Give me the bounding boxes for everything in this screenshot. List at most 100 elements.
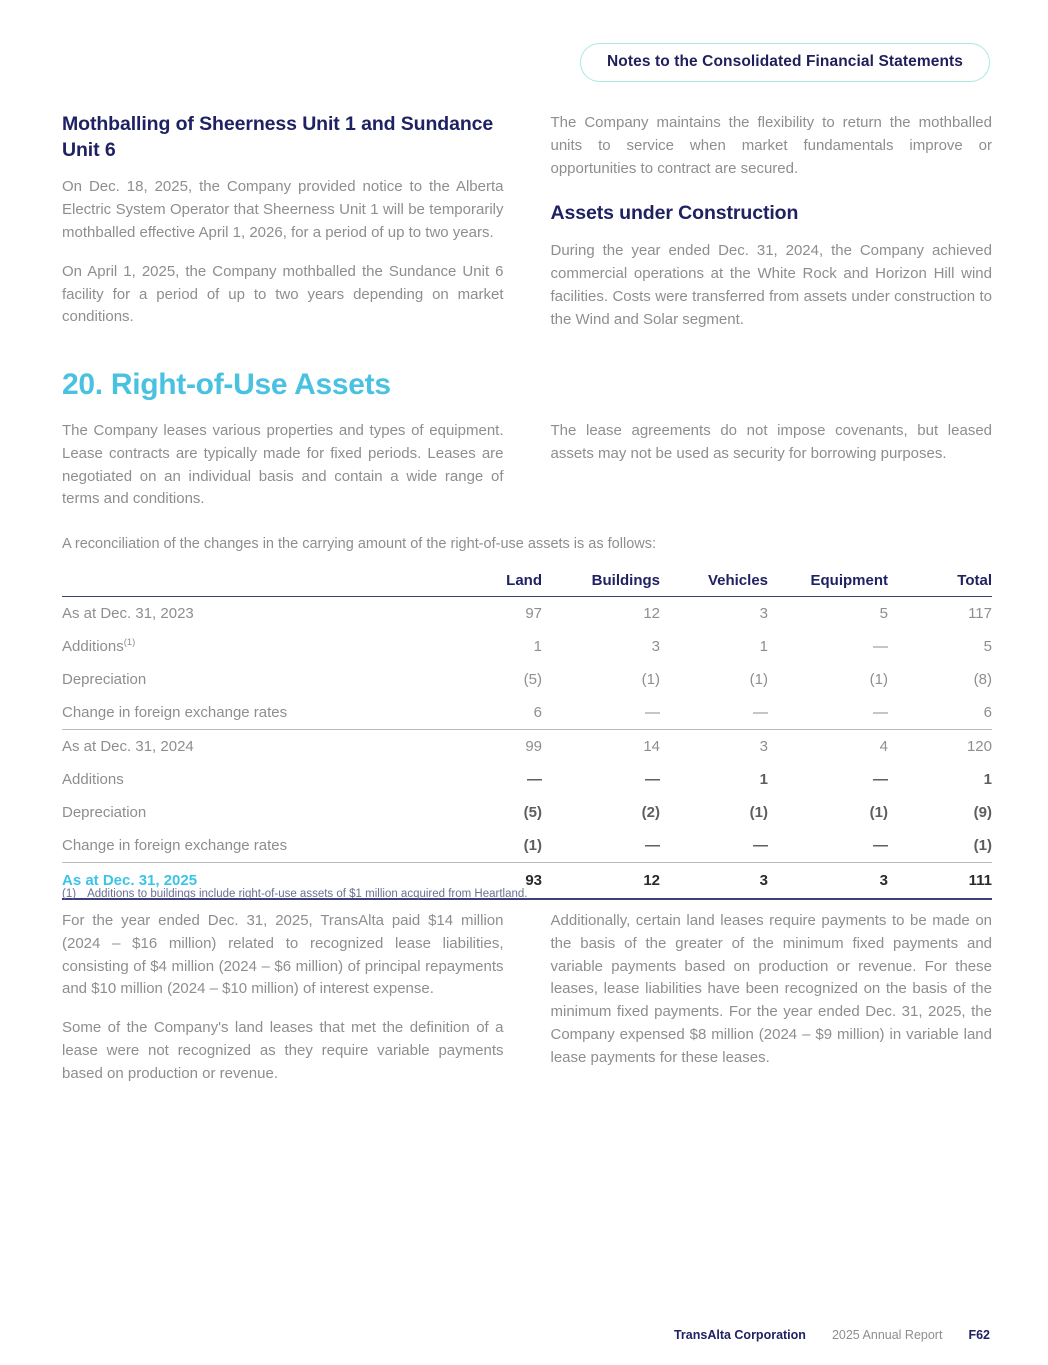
lease-payments-paragraph: For the year ended Dec. 31, 2025, TransA… <box>62 912 504 998</box>
cell-land: 99 <box>525 738 542 755</box>
cell-equipment: 4 <box>879 738 888 755</box>
col-header-vehicles: Vehicles <box>707 572 768 589</box>
cell-land: (5) <box>523 671 542 688</box>
cell-total: 6 <box>888 696 992 730</box>
total-cell-land: 93 <box>450 862 542 900</box>
table-total-row: As at Dec. 31, 2025 93 12 3 3 111 <box>62 862 992 900</box>
right-of-use-assets-table: Land Buildings Vehicles Equipment Total … <box>62 572 992 900</box>
unrecognized-leases-paragraph: Some of the Company's land leases that m… <box>62 1019 504 1082</box>
col-header-total: Total <box>957 572 992 589</box>
table-intro-text: A reconciliation of the changes in the c… <box>62 536 657 552</box>
footer-company: TransAlta Corporation <box>673 1328 806 1342</box>
cell-land: (1) <box>523 837 542 854</box>
cell-equipment: 5 <box>879 605 888 622</box>
table-footnote: (1) Additions to buildings include right… <box>62 888 622 900</box>
leases-overview-paragraph: The Company leases various properties an… <box>62 422 504 508</box>
total-cell-equipment: 3 <box>768 862 888 900</box>
cell-equipment: — <box>873 638 888 655</box>
cell-total: (9) <box>973 804 992 821</box>
page-footer: TransAlta Corporation 2025 Annual Report… <box>674 1328 990 1342</box>
top-left-column: Mothballing of Sheerness Unit 1 and Sund… <box>62 112 504 331</box>
cell-buildings: (1) <box>641 671 660 688</box>
table-row: Additions(1) 1 3 1 — 5 <box>62 630 992 663</box>
cell-buildings: 14 <box>643 738 660 755</box>
mothballing-paragraph-1: On Dec. 18, 2025, the Company provided n… <box>62 178 504 242</box>
cell-buildings: 3 <box>651 638 660 655</box>
cell-total: 5 <box>983 638 992 655</box>
row-label: Depreciation <box>62 804 147 821</box>
row-label: Additions <box>62 771 124 788</box>
table-header-row: Land Buildings Vehicles Equipment Total <box>62 572 992 597</box>
cell-buildings: 12 <box>643 605 660 622</box>
cell-equipment: — <box>768 696 888 730</box>
section-two-column-block: The Company leases various properties an… <box>62 420 992 511</box>
table-row: Change in foreign exchange rates 6— — —6 <box>62 696 992 730</box>
mothballing-paragraph-2: On April 1, 2025, the Company mothballed… <box>62 262 504 326</box>
lease-covenants-paragraph: The lease agreements do not impose coven… <box>550 422 993 462</box>
cell-buildings: — <box>645 771 660 788</box>
cell-total: (8) <box>973 671 992 688</box>
table-row: As at Dec. 31, 2024 99 14 3 4 120 <box>62 730 992 764</box>
cell-vehicles: 1 <box>759 638 768 655</box>
footer-report: 2025 Annual Report <box>831 1328 943 1342</box>
cell-equipment: (1) <box>869 804 888 821</box>
mothballing-heading: Mothballing of Sheerness Unit 1 and Sund… <box>62 113 494 161</box>
table-row: Additions — — 1 — 1 <box>62 763 992 796</box>
col-header-equipment: Equipment <box>810 572 889 589</box>
cell-total: 117 <box>968 605 992 622</box>
cell-vehicles: — <box>753 837 768 854</box>
top-right-column: The Company maintains the flexibility to… <box>551 112 993 331</box>
cell-equipment: (1) <box>869 671 888 688</box>
cell-vehicles: 3 <box>759 605 768 622</box>
page-header: Notes to the Consolidated Financial Stat… <box>580 43 990 82</box>
total-row-label: As at Dec. 31, 2025 <box>62 862 450 900</box>
flexibility-paragraph: The Company maintains the flexibility to… <box>550 114 993 177</box>
section-title: 20. Right-of-Use Assets <box>62 368 391 401</box>
footnote-marker: (1) <box>62 888 77 900</box>
col-header-land: Land <box>506 572 542 589</box>
footnote-text: Additions to buildings include right-of-… <box>87 888 528 900</box>
col-header-buildings: Buildings <box>591 572 660 589</box>
cell-land: 6 <box>450 696 542 730</box>
row-label: As at Dec. 31, 2024 <box>62 738 194 755</box>
row-label: Change in foreign exchange rates <box>62 837 288 854</box>
cell-land: 97 <box>525 605 542 622</box>
total-cell-vehicles: 3 <box>660 862 768 900</box>
col-header-blank <box>62 572 450 597</box>
bottom-right-column: Additionally, certain land leases requir… <box>551 910 993 1086</box>
cell-total: (1) <box>973 837 992 854</box>
cell-land: (5) <box>523 804 542 821</box>
cell-vehicles: 1 <box>759 771 768 788</box>
total-cell-total: 111 <box>888 862 992 900</box>
row-label: As at Dec. 31, 2023 <box>62 605 194 622</box>
section-left-column: The Company leases various properties an… <box>62 420 504 511</box>
header-pill-label: Notes to the Consolidated Financial Stat… <box>580 43 990 82</box>
cell-total: 120 <box>966 738 992 755</box>
cell-vehicles: — <box>660 696 768 730</box>
variable-lease-payments-paragraph: Additionally, certain land leases requir… <box>550 912 993 1066</box>
cell-land: — <box>527 771 542 788</box>
top-two-column-block: Mothballing of Sheerness Unit 1 and Sund… <box>62 112 992 331</box>
row-label: Depreciation <box>62 671 147 688</box>
row-footnote-marker: (1) <box>123 637 136 648</box>
cell-buildings: — <box>542 696 660 730</box>
row-label: Additions(1) <box>62 637 136 655</box>
cell-vehicles: (1) <box>749 804 768 821</box>
right-of-use-assets-table-wrapper: Land Buildings Vehicles Equipment Total … <box>62 572 992 900</box>
total-cell-buildings: 12 <box>542 862 660 900</box>
cell-buildings: — <box>645 837 660 854</box>
cell-buildings: (2) <box>641 804 660 821</box>
cell-equipment: — <box>873 771 888 788</box>
table-row: Depreciation (5) (1) (1) (1) (8) <box>62 663 992 696</box>
table-row: As at Dec. 31, 2023 97 12 3 5 117 <box>62 597 992 631</box>
assets-under-construction-paragraph: During the year ended Dec. 31, 2024, the… <box>550 242 993 328</box>
bottom-two-column-block: For the year ended Dec. 31, 2025, TransA… <box>62 910 992 1086</box>
table-row: Depreciation (5) (2) (1) (1) (9) <box>62 796 992 829</box>
footer-page-number: F62 <box>968 1328 990 1342</box>
cell-land: 1 <box>533 638 542 655</box>
cell-vehicles: 3 <box>759 738 768 755</box>
section-right-column: The lease agreements do not impose coven… <box>551 420 993 511</box>
row-label: Change in foreign exchange rates <box>62 696 450 730</box>
bottom-left-column: For the year ended Dec. 31, 2025, TransA… <box>62 910 504 1086</box>
